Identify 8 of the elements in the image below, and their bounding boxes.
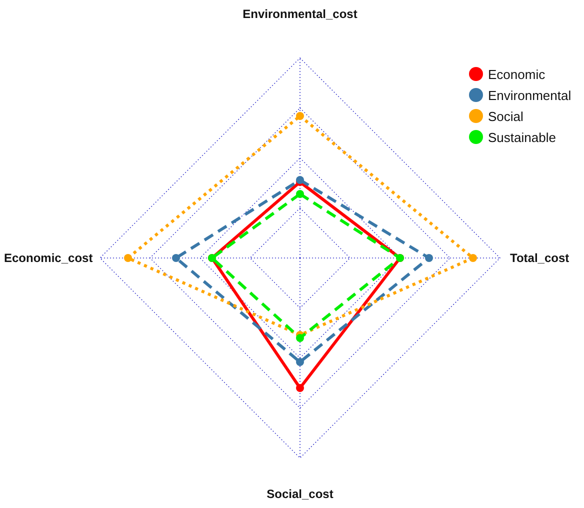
legend-label: Sustainable [488,130,556,145]
legend-label: Environmental [488,88,572,103]
spoke-label: Economic_cost [4,251,93,265]
spoke-label: Total_cost [510,251,570,265]
spoke-label: Environmental_cost [242,7,358,21]
spoke-label: Social_cost [266,487,334,501]
legend-label: Social [488,109,524,124]
legend-label: Economic [488,67,546,82]
